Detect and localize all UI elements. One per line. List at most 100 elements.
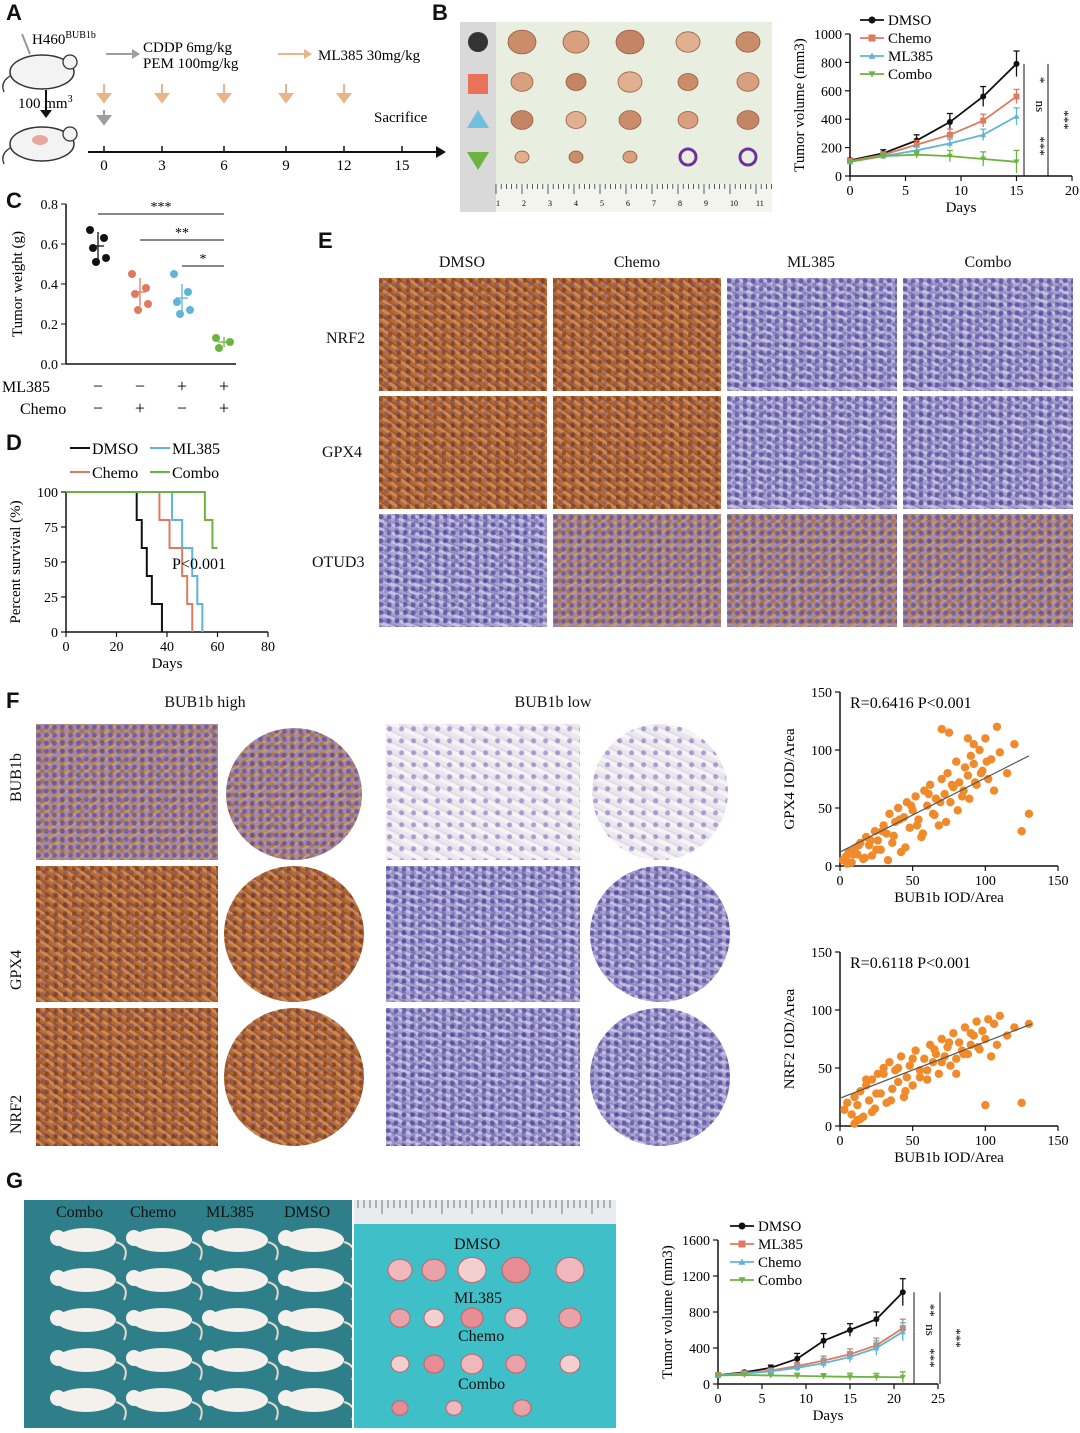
mouse: [56, 1388, 116, 1412]
mouse-tail: [191, 1281, 203, 1301]
mouse-tail: [191, 1401, 203, 1421]
data-point: [992, 1040, 1002, 1049]
mouse: [284, 1228, 344, 1252]
x-axis-label: BUB1b IOD/Area: [894, 1150, 1004, 1166]
y-tick-label: 150: [811, 686, 832, 701]
data-point: [954, 1038, 964, 1047]
y-tick-label: 50: [818, 1062, 832, 1077]
y-tick-label: 25: [44, 591, 58, 606]
legend-marker: [738, 1240, 746, 1248]
data-point: [984, 1015, 993, 1024]
mouse: [208, 1308, 268, 1332]
x-tick-label: 20: [1065, 184, 1079, 199]
mouse-head: [50, 1230, 66, 1246]
tumor-sample: [677, 73, 699, 91]
data-point: [972, 1017, 981, 1026]
x-tick-label: 100: [975, 874, 996, 889]
data-point: [981, 734, 990, 743]
data-point: [934, 1069, 944, 1078]
data-point: [937, 724, 946, 734]
data-point: [886, 1096, 896, 1105]
mice-group-label: DMSO: [284, 1204, 331, 1221]
mouse: [132, 1308, 192, 1332]
data-point: [847, 1110, 856, 1119]
y-axis-label: NRF2 IOD/Area: [782, 988, 798, 1089]
ruler-number: 2: [522, 199, 526, 208]
mouse-head: [50, 1310, 66, 1326]
y-tick-label: 0: [51, 626, 58, 641]
data-point: [980, 131, 987, 138]
mouse-head: [50, 1270, 66, 1286]
y-axis-label: Tumor volume (mm3): [660, 1245, 676, 1379]
data-point: [170, 270, 178, 278]
legend-label: ML385: [888, 49, 933, 65]
legend-label: Chemo: [758, 1255, 801, 1271]
data-point: [100, 234, 108, 242]
data-point: [1024, 1019, 1034, 1029]
data-point: [901, 843, 910, 852]
tumor-sample: [501, 1256, 531, 1284]
mouse: [208, 1388, 268, 1412]
data-point: [794, 1364, 801, 1371]
x-tick-label: 20: [110, 640, 124, 655]
x-tick-label: 40: [160, 640, 174, 655]
cddp-dose-label: CDDP 6mg/kg: [143, 40, 233, 56]
tumor-sample: [505, 1354, 527, 1374]
mouse-tail: [267, 1361, 279, 1381]
tumor-sample: [736, 110, 760, 130]
tissue-core-image: [224, 866, 364, 1002]
data-point: [899, 1374, 906, 1381]
x-tick-label: 60: [211, 640, 225, 655]
mouse-tail: [343, 1241, 355, 1261]
data-point: [946, 798, 955, 807]
y-axis-label: Tumor weight (g): [10, 231, 26, 337]
data-point: [820, 1360, 827, 1366]
y-tick-label: 0.4: [41, 278, 59, 293]
mouse-head: [202, 1230, 218, 1246]
mouse: [56, 1228, 116, 1252]
data-point: [981, 1100, 990, 1110]
x-tick-label: 0: [837, 1134, 844, 1149]
ihc-col-ml385: ML385: [787, 254, 835, 271]
ihc-image: [903, 278, 1073, 391]
data-point: [969, 740, 978, 749]
data-point: [128, 270, 136, 278]
data-point: [937, 1034, 946, 1044]
tumor-sample: [559, 1354, 581, 1374]
significance-label: ***: [1033, 136, 1048, 156]
y-tick-label: 0.8: [41, 198, 59, 213]
data-point: [92, 258, 100, 266]
data-point: [953, 806, 962, 815]
tumor-sample: [510, 110, 534, 130]
data-point: [847, 1327, 853, 1333]
ml385-dose-arrows: [96, 84, 352, 104]
mouse: [284, 1308, 344, 1332]
data-point: [866, 836, 875, 845]
legend-label: ML385: [172, 441, 220, 458]
data-point: [893, 1063, 903, 1073]
data-point: [173, 298, 181, 306]
data-point: [989, 1019, 999, 1029]
x-tick-label: 5: [759, 1392, 766, 1407]
mouse-head: [126, 1390, 142, 1406]
y-tick-label: 400: [821, 113, 842, 128]
mouse-head: [278, 1390, 294, 1406]
data-point: [820, 1337, 827, 1344]
data-point: [952, 757, 961, 766]
ihc-col-chemo: Chemo: [613, 254, 661, 271]
panel-label-d: D: [6, 430, 22, 455]
series-line: [717, 1291, 904, 1376]
data-point: [966, 1029, 975, 1038]
y-tick-label: 1000: [814, 28, 842, 43]
data-point: [908, 1054, 917, 1063]
dmso-row-marker: [468, 32, 488, 52]
series-line: [849, 63, 1018, 162]
bub1b-high-header: BUB1b high: [164, 694, 246, 711]
mouse-head: [278, 1270, 294, 1286]
series-line: [849, 153, 1017, 163]
tissue-core-image: [590, 1008, 730, 1146]
mouse: [208, 1228, 268, 1252]
tumor-growth-chart-g: 0 5 10 15 20 25 0 400 800 1200 1600 Days Tumor volum…: [660, 1219, 964, 1424]
ihc-image: [553, 514, 721, 627]
